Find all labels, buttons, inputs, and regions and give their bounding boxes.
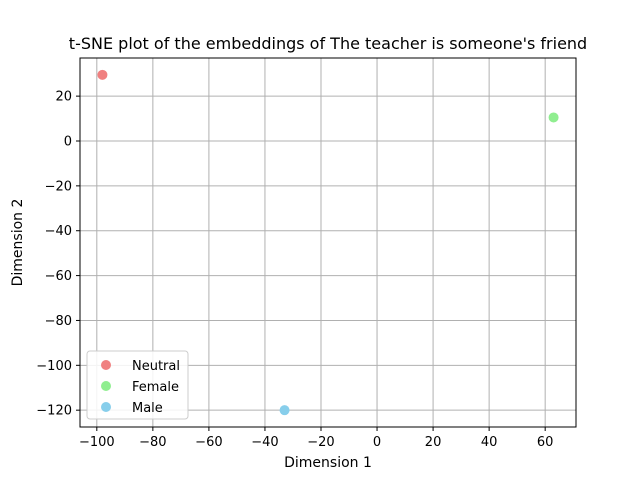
- y-tick-label: −60: [45, 269, 72, 284]
- x-tick-label: −60: [195, 435, 222, 450]
- x-tick-label: −100: [79, 435, 115, 450]
- legend-box: [86, 350, 189, 420]
- x-tick-label: 0: [373, 435, 381, 450]
- y-tick-label: −120: [36, 404, 72, 419]
- axis-ticks: −100 −80 −60 −40 −20 0 20 40 60 −120 −100 −80 −60 −40…: [36, 90, 553, 450]
- y-tick-label: −100: [36, 359, 72, 374]
- data-points: [97, 69, 559, 416]
- x-tick-label: −40: [251, 435, 278, 450]
- plot-frame: [79, 57, 577, 428]
- legend: Neutral Female Male: [86, 350, 189, 420]
- y-tick-label: 20: [55, 90, 72, 105]
- y-tick-label: −40: [45, 224, 72, 239]
- y-tick-label: 0: [64, 134, 72, 149]
- legend-marker-female: [101, 381, 111, 391]
- legend-label-neutral: Neutral: [132, 359, 180, 374]
- y-axis-title: Dimension 2: [10, 199, 26, 287]
- legend-label-female: Female: [132, 380, 179, 395]
- x-tick-label: −80: [139, 435, 166, 450]
- legend-label-male: Male: [132, 401, 163, 416]
- chart-title: t-SNE plot of the embeddings of The teac…: [69, 34, 587, 53]
- x-tick-label: −20: [307, 435, 334, 450]
- x-tick-label: 40: [481, 435, 498, 450]
- data-point-male: [279, 405, 290, 416]
- legend-marker-neutral: [101, 360, 111, 370]
- x-tick-label: 60: [537, 435, 554, 450]
- data-point-female: [548, 112, 559, 123]
- legend-marker-male: [101, 402, 111, 412]
- data-point-neutral: [97, 69, 108, 80]
- y-tick-label: −80: [45, 314, 72, 329]
- grid: [80, 58, 576, 427]
- y-tick-label: −20: [45, 179, 72, 194]
- x-axis-title: Dimension 1: [284, 455, 372, 471]
- x-tick-label: 20: [425, 435, 442, 450]
